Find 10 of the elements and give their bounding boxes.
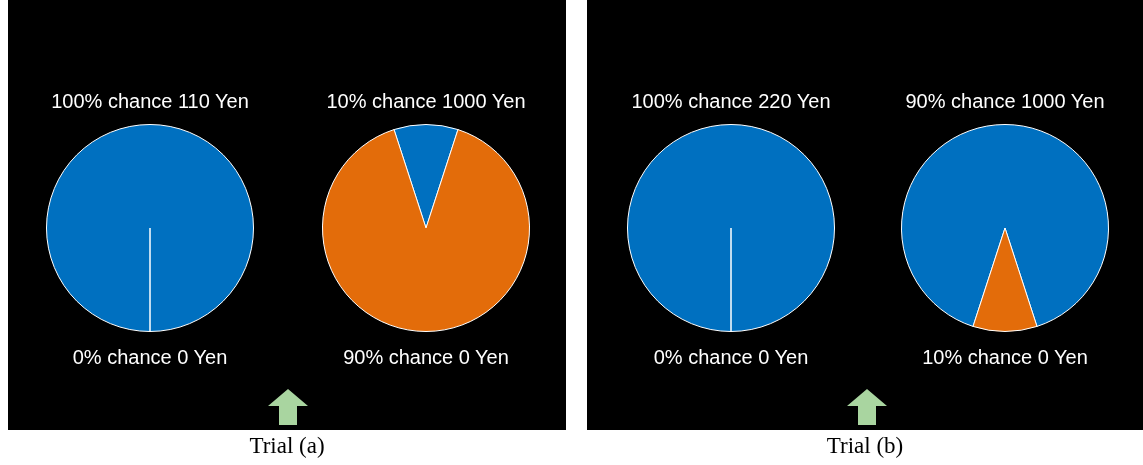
slice-label: 100% chance 110 Yen bbox=[51, 90, 249, 113]
slice-label: 90% chance 0 Yen bbox=[343, 346, 509, 369]
slice-label: 10% chance 0 Yen bbox=[922, 346, 1088, 369]
category-label: 0% chance 0 Yen bbox=[72, 346, 228, 368]
slice-label: 90% chance 1000 Yen bbox=[905, 90, 1105, 113]
slice-label: 10% chance 1000 Yen bbox=[326, 90, 526, 113]
text: Trial (b) bbox=[826, 433, 904, 459]
text: Trial (a) bbox=[249, 433, 325, 459]
category-label: 0% chance 0 Yen bbox=[653, 346, 809, 368]
slice-label: 100% chance 220 Yen bbox=[631, 90, 831, 113]
